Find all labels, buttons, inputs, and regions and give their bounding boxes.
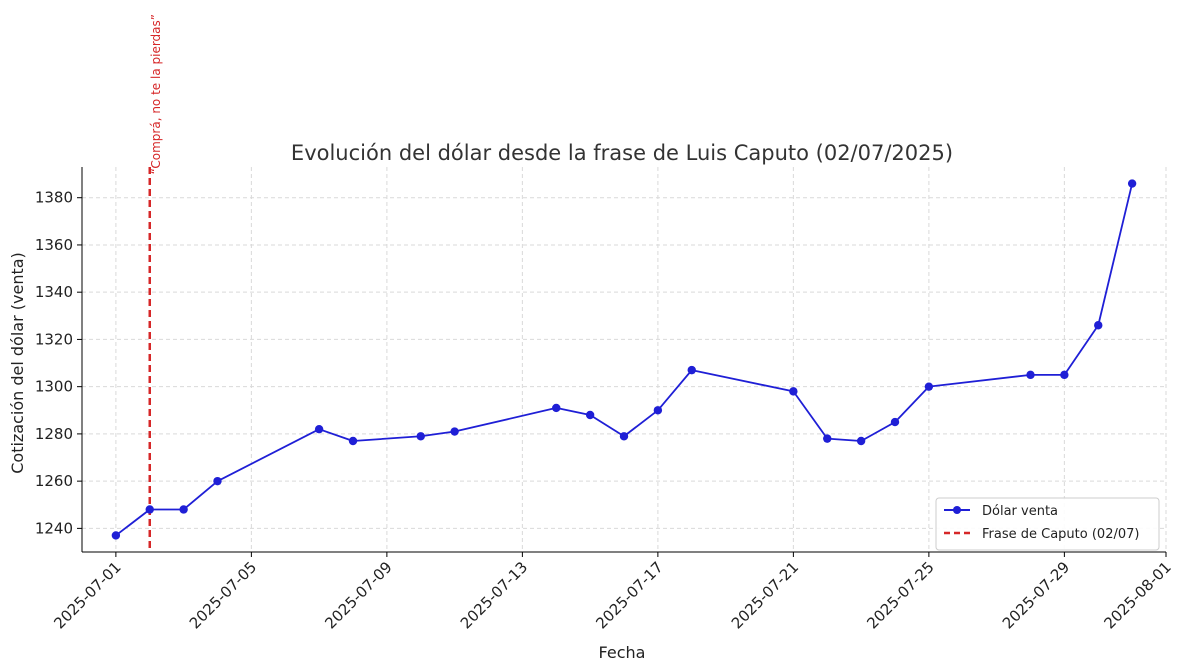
x-tick-label: 2025-07-05	[186, 558, 260, 632]
data-point	[314, 424, 324, 434]
legend-box	[935, 497, 1160, 551]
data-point	[687, 365, 696, 375]
series-group	[111, 179, 1137, 540]
y-tick-label: 1260	[35, 472, 73, 490]
y-tick-label: 1380	[35, 189, 73, 207]
x-tick-label: 2025-08-01	[1100, 558, 1174, 632]
y-tick-label: 1280	[35, 425, 73, 443]
x-axis-label: Fecha	[599, 643, 646, 662]
data-point	[145, 505, 154, 514]
x-tick-label: 2025-07-21	[728, 558, 802, 632]
grid	[82, 167, 1167, 552]
data-point	[1094, 321, 1103, 330]
data-point	[1026, 370, 1035, 380]
x-axis-ticks: 2025-07-01 2025-07-05 2025-07-09 2025-07-13…	[50, 552, 1175, 632]
y-tick-label: 1300	[35, 378, 73, 396]
y-tick-label: 1320	[35, 330, 73, 348]
legend-label-series: Dólar venta	[982, 504, 1058, 519]
data-point	[890, 417, 900, 427]
y-axis-label: Cotización del dólar (venta)	[8, 252, 27, 474]
data-point	[348, 436, 358, 446]
data-point	[856, 436, 866, 446]
legend: Dólar venta Frase de Caputo (02/07)	[935, 497, 1160, 551]
y-tick-label: 1360	[35, 236, 73, 254]
data-point	[653, 406, 663, 415]
legend-label-reference: Frase de Caputo (02/07)	[982, 527, 1139, 542]
legend-point-marker	[953, 506, 961, 514]
data-point	[1060, 370, 1069, 380]
data-point	[619, 432, 629, 441]
data-point	[450, 427, 459, 436]
data-point	[1127, 179, 1137, 188]
data-point	[823, 434, 832, 443]
data-point	[789, 387, 798, 396]
data-point	[416, 432, 425, 441]
x-tick-label: 2025-07-09	[321, 558, 395, 632]
x-tick-label: 2025-07-17	[592, 558, 666, 632]
series-line	[115, 183, 1134, 537]
data-point	[111, 531, 121, 540]
x-tick-label: 2025-07-13	[457, 558, 531, 632]
data-point	[552, 403, 561, 413]
data-point	[179, 505, 188, 514]
x-tick-label: 2025-07-01	[50, 558, 124, 632]
reference-annotation: “Comprá, no te la pierdas”	[149, 14, 163, 174]
axes	[81, 167, 1166, 553]
y-tick-label: 1340	[35, 283, 73, 301]
x-tick-label: 2025-07-29	[999, 558, 1073, 632]
y-axis-ticks: 1240 1260 1280 1300 1320 1340 1360 1380	[35, 189, 82, 537]
data-point	[924, 382, 934, 391]
data-point	[213, 476, 222, 486]
x-tick-label: 2025-07-25	[863, 558, 937, 632]
y-tick-label: 1240	[35, 519, 73, 537]
data-point	[585, 410, 595, 420]
chart-title: Evolución del dólar desde la frase de Lu…	[291, 141, 953, 165]
